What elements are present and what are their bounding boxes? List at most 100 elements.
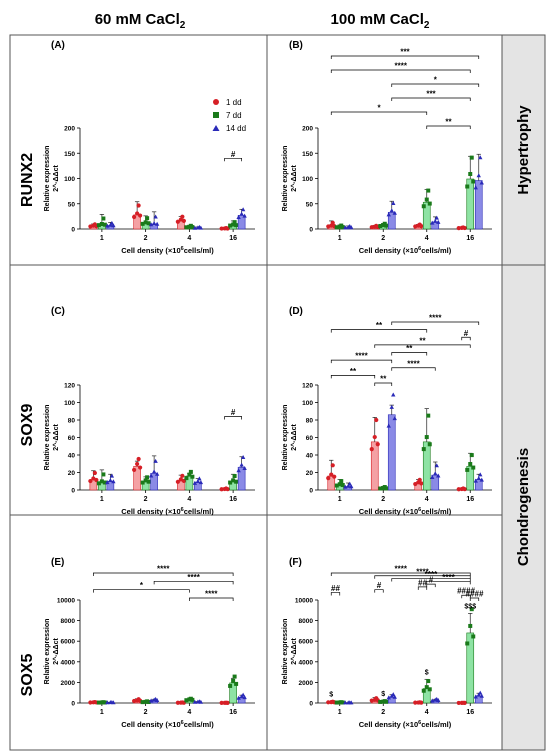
data-point [192,225,198,230]
y-axis-label-line1: Relative expression [282,405,289,471]
row-label-runx2: RUNX2 [19,153,36,207]
significance-bracket [93,589,190,593]
row-label-sox9: SOX9 [19,404,36,447]
x-axis-label-tail: cells/ml) [421,246,452,255]
y-tick-label: 200 [64,126,75,133]
data-point [340,483,345,488]
y-tick-label: 40 [306,453,314,460]
data-point [197,699,202,704]
y-tick-label: 4000 [61,659,76,666]
data-point [190,474,195,479]
data-point [240,207,246,212]
panel-label: (F) [289,557,302,568]
data-point [347,700,352,705]
data-point [136,456,141,462]
data-point [180,214,185,219]
x-tick-label: 1 [338,235,342,242]
data-point [468,462,473,467]
data-point [175,479,180,484]
significance-bracket [391,367,436,371]
y-tick-label: 150 [302,151,313,158]
y-axis-label-line1: Relative expression [44,146,51,212]
significance-label: # [231,408,236,417]
data-point [224,700,229,705]
x-axis-label-sup: 6 [181,720,184,726]
data-point [374,223,379,228]
data-point [339,223,344,228]
y-tick-label: 60 [68,435,76,442]
data-point [242,213,247,218]
data-point [188,469,193,474]
y-axis-label-line2: 2^-ΔΔct [290,165,298,192]
significance-label: **** [425,570,438,579]
data-point [478,690,483,695]
data-point [140,700,145,705]
y-tick-label: 100 [302,400,313,407]
y-tick-label: 100 [302,176,313,183]
data-point [436,473,441,478]
data-point [473,694,478,699]
data-point [228,683,233,688]
significance-label: **** [442,573,455,582]
data-point [102,222,107,227]
data-point [476,692,481,697]
x-tick-label: 2 [381,709,385,716]
data-point [378,699,383,704]
significance-bracket [224,416,242,420]
significance-label: ** [419,336,426,345]
data-point [421,688,426,693]
y-tick-label: 120 [302,383,313,390]
data-point [188,696,193,701]
data-point [382,485,387,490]
significance-label: **** [355,352,368,361]
data-point [94,477,99,483]
x-axis-label: Cell density (×106cells/ml) [359,246,452,255]
chart-panel-a: (A) 0 50 100 150 200 1 2 4 16 Relative expression 2… [44,40,255,255]
data-point [426,679,431,684]
data-point [427,442,432,447]
y-tick-label: 4000 [299,659,314,666]
data-point [465,641,470,646]
data-point [132,467,137,473]
y-tick-label: 50 [306,201,314,208]
data-point [334,225,339,230]
data-point [461,700,466,705]
data-point [109,220,115,225]
data-point [148,473,154,478]
data-point [136,697,141,702]
data-point [242,465,247,470]
data-point [219,487,224,492]
x-axis-label-sup: 6 [418,507,421,513]
data-point [465,184,470,189]
x-axis-label-text: Cell density (×10 [359,246,418,255]
figure-frame [9,34,546,751]
data-point [236,695,241,700]
data-point [192,699,198,704]
data-point [392,416,397,421]
data-point [374,417,379,423]
data-point [240,455,246,460]
y-axis-label-line2: 2^-ΔΔct [52,165,60,192]
data-point [479,477,484,482]
y-tick-label: 20 [306,470,314,477]
data-point [88,700,93,705]
significance-bracket [374,344,471,348]
x-axis-label: Cell density (×106cells/ml) [121,720,214,729]
x-axis-label-text: Cell density (×10 [121,246,180,255]
data-point [330,463,335,468]
data-point [456,226,461,231]
data-point [138,465,143,470]
data-point [343,225,348,230]
data-point [386,212,391,217]
data-point [330,220,335,225]
data-point [101,700,106,705]
data-point [347,224,352,229]
data-point [419,481,424,486]
data-point [456,700,461,706]
y-tick-label: 2000 [61,680,76,687]
panel-label: (A) [51,40,65,51]
significance-bracket [330,572,471,576]
data-point [192,480,198,485]
significance-bracket [330,69,471,73]
x-axis-label-tail: cells/ml) [184,246,215,255]
